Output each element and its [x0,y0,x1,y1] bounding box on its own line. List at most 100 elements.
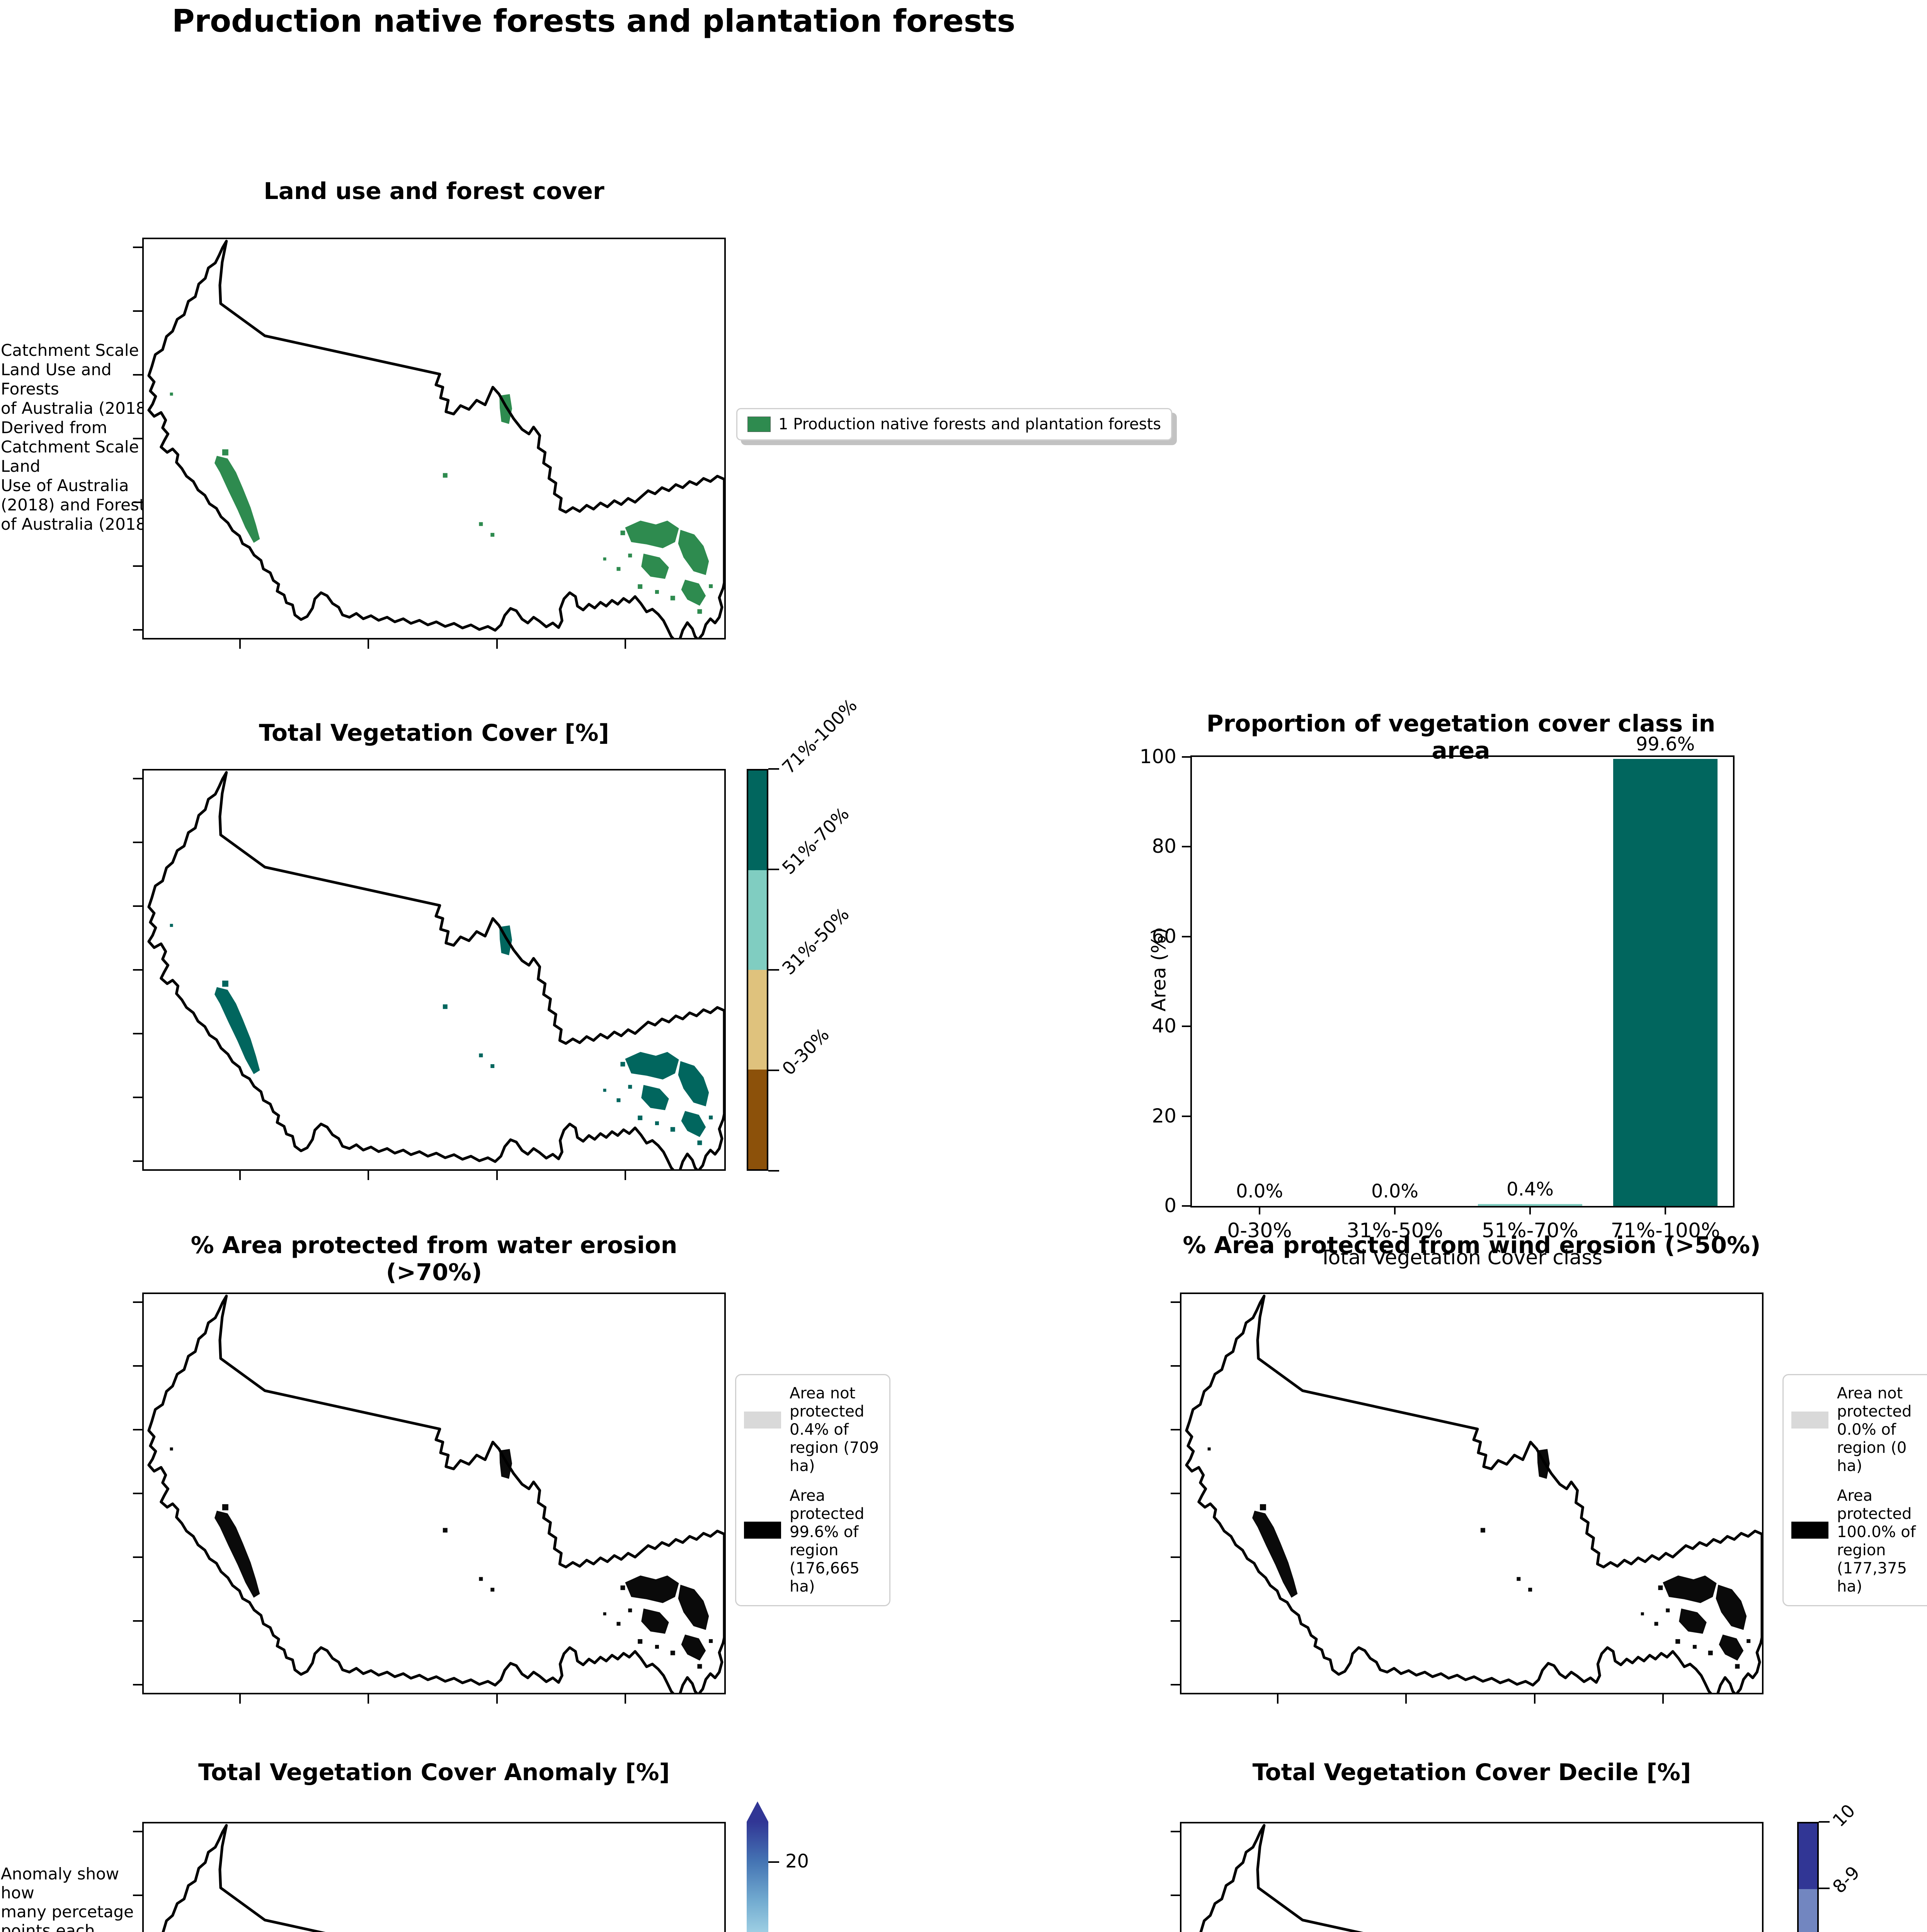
land-use-title: Land use and forest cover [264,178,604,205]
y-tick [133,841,142,843]
x-tick [496,1694,498,1704]
x-tick-label: 0-30% [1227,1219,1292,1242]
x-tick [1277,1694,1279,1704]
x-tick-label: 71%-100% [1610,1219,1720,1242]
colorbar-tick-label: 71%-100% [778,694,861,778]
y-tick [1182,846,1190,848]
colorbar-bar [747,769,768,1171]
legend-label: Area not protected 0.0% of region (0 ha) [1837,1384,1912,1475]
y-tick [133,1429,142,1430]
water-title: % Area protected from water erosion (>70… [191,1232,678,1286]
x-tick [624,1171,626,1180]
colorbar-bar [1797,1822,1819,1932]
legend-swatch [744,1522,781,1539]
wind-title: % Area protected from wind erosion (>50%… [1183,1232,1761,1259]
proportion-plot: 0 20 40 60 80 100 0.0% 0-30% 0.0% 31%-50% 0.4% 51%-… [1140,733,1735,1242]
colorbar-tick-label: 8-9 [1828,1862,1864,1897]
wind-legend: Area not protected 0.0% of region (0 ha)… [1782,1374,1927,1606]
x-tick [1529,1206,1531,1214]
y-tick [1171,1429,1180,1430]
colorbar-segment [1799,1889,1817,1932]
x-tick-label: 51%-70% [1482,1219,1578,1242]
colorbar-tick [768,969,779,971]
y-tick-label: 80 [1152,835,1176,858]
protected-patches [170,1447,713,1669]
proportion-xlabel: Total Vegetation Cover class [1319,1246,1603,1269]
y-tick-label: 0 [1164,1194,1176,1217]
x-tick-label: 31%-50% [1347,1219,1443,1242]
bar-51%-70% [1478,1204,1582,1206]
y-tick [133,969,142,971]
x-tick [496,639,498,649]
x-tick [239,639,241,649]
colorbar-tick [768,869,779,870]
colorbar-tick [768,1861,779,1863]
map-decile [1171,1822,1764,1932]
colorbar-tick [1819,1821,1830,1823]
y-tick [133,1160,142,1162]
land-use-legend: 1 Production native forests and plantati… [736,408,1173,440]
y-tick [1171,1894,1180,1896]
catchment-boundary [149,241,724,638]
colorbar-segment [748,970,767,1070]
anomaly-colorbar: 20100−10−20 [747,1801,809,1932]
forest-patches [170,392,713,614]
y-tick [133,777,142,779]
y-tick [1182,935,1190,937]
colorbar-tick-label: 31%-50% [778,903,853,979]
x-tick [1259,1206,1260,1214]
colorbar-tick-label: 20 [785,1850,809,1872]
proportion-chart-title: Proportion of vegetation cover class in … [1206,710,1716,764]
map-tvc [133,769,726,1180]
bar-value-label: 0.4% [1507,1179,1554,1201]
legend-label: 1 Production native forests and plantati… [778,415,1161,433]
y-tick [133,1033,142,1035]
x-tick [1534,1694,1535,1704]
tvc-title: Total Vegetation Cover [%] [259,719,609,747]
y-tick [133,629,142,631]
colorbar-tick [768,768,779,770]
legend-swatch [1791,1412,1828,1429]
x-tick [368,1171,369,1180]
y-tick [1171,1620,1180,1622]
map-water-erosion [133,1293,726,1704]
legend-label: Area not protected 0.4% of region (709 h… [790,1384,879,1475]
anomaly-caption: Anomaly show how many percetage points e… [1,1864,134,1932]
y-tick [133,310,142,312]
anomaly-gradient [747,1801,768,1932]
colorbar-segment [1799,1823,1817,1889]
water-legend: Area not protected 0.4% of region (709 h… [735,1374,890,1606]
bar-value-label: 99.6% [1636,733,1695,755]
x-tick [1405,1694,1407,1704]
y-tick [1182,756,1190,758]
colorbar-tick-label: 10 [1828,1800,1859,1831]
bar-value-label: 0.0% [1236,1180,1283,1202]
x-tick [368,639,369,649]
y-tick [1171,1830,1180,1832]
y-tick-label: 100 [1139,745,1176,768]
catchment-boundary [149,1296,724,1693]
legend-label: Area protected 99.6% of region (176,665 … [790,1487,865,1595]
y-tick [133,565,142,567]
y-tick [1182,1205,1190,1207]
colorbar-tick [768,1170,779,1172]
decile-title: Total Vegetation Cover Decile [%] [1252,1759,1691,1786]
y-tick [133,438,142,439]
map-wind-erosion [1171,1293,1764,1704]
catchment-boundary [149,772,724,1169]
legend-swatch [744,1412,781,1429]
colorbar-tick-label: 51%-70% [778,803,853,879]
x-tick [368,1694,369,1704]
y-tick [133,1830,142,1832]
page-title: Production native forests and plantation… [172,3,1016,39]
colorbar-segment [748,770,767,870]
x-tick [624,639,626,649]
colorbar-segment [748,870,767,970]
x-tick [1665,1206,1666,1214]
y-tick [133,1493,142,1494]
y-tick [133,246,142,248]
bar-71%-100% [1613,759,1718,1206]
y-tick-label: 40 [1152,1015,1176,1037]
catchment-boundary [1187,1825,1762,1932]
